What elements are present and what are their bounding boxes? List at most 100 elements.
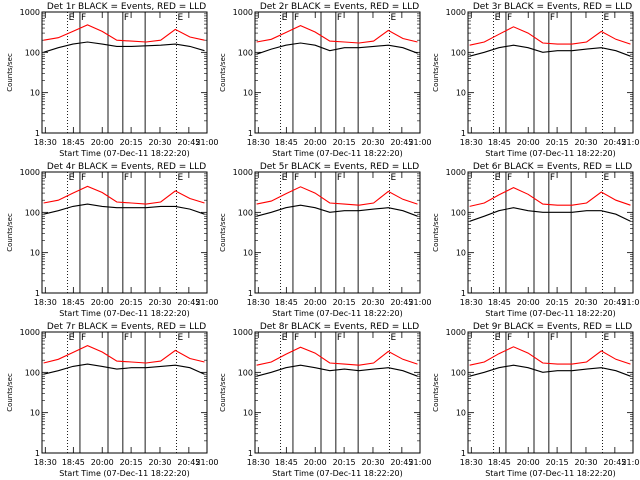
panel-8: Det 8r BLACK = Events, RED = LLD 1 10 100 10… <box>219 322 432 478</box>
y-tick-label: 1 <box>248 289 253 298</box>
x-tick-label: 18:30 <box>247 458 270 467</box>
series-lld <box>256 24 418 44</box>
x-tick-label: 20:15 <box>546 298 569 307</box>
marker-label: E <box>495 333 501 343</box>
x-tick-label: 21:00 <box>195 458 218 467</box>
plot-frame <box>41 331 208 454</box>
x-tick-label: 18:30 <box>460 458 483 467</box>
series-events <box>256 364 418 377</box>
marker-label: E <box>603 13 609 23</box>
x-tick-label: 20:15 <box>546 458 569 467</box>
marker-label: E <box>69 173 75 183</box>
x-tick-label: 20:15 <box>333 138 356 147</box>
x-tick-label: 20:45 <box>603 458 626 467</box>
x-tick-label: 21:00 <box>408 298 431 307</box>
x-tick-label: 18:30 <box>34 138 57 147</box>
x-axis-label: Start Time (07-Dec-11 18:22:20) <box>272 469 403 478</box>
panel-3: Det 3r BLACK = Events, RED = LLD 1 10 100 10… <box>432 2 640 158</box>
x-tick-label: 20:00 <box>304 138 327 147</box>
x-axis-label: Start Time (07-Dec-11 18:22:20) <box>272 309 403 318</box>
y-tick-label: 1 <box>35 289 40 298</box>
x-tick-label: 21:00 <box>408 138 431 147</box>
plot-frame <box>467 331 634 454</box>
marker-label: E <box>603 173 609 183</box>
series-lld <box>469 346 631 366</box>
series-events <box>469 364 631 377</box>
panel-title: Det 9r BLACK = Events, RED = LLD <box>473 322 632 332</box>
x-tick-label: 18:45 <box>62 298 85 307</box>
marker-label: E <box>495 13 501 23</box>
x-tick-label: 18:45 <box>62 458 85 467</box>
marker-label: E <box>495 173 501 183</box>
x-tick-label: 18:45 <box>488 298 511 307</box>
plot-frame <box>467 11 634 134</box>
y-tick-label: 100 <box>25 208 40 217</box>
y-tick-label: 10 <box>30 409 40 418</box>
y-tick-label: 10 <box>456 89 466 98</box>
marker-label: F <box>550 333 555 343</box>
y-tick-label: 10 <box>243 89 253 98</box>
series-events <box>469 207 631 222</box>
series-events <box>469 44 631 57</box>
y-tick-label: 10 <box>456 249 466 258</box>
y-tick-label: 1000 <box>446 168 466 177</box>
x-tick-label: 20:30 <box>574 138 597 147</box>
marker-label: F <box>337 13 342 23</box>
y-tick-label: 1 <box>461 289 466 298</box>
marker-label: F <box>124 173 129 183</box>
x-tick-label: 18:45 <box>488 138 511 147</box>
marker-label: F <box>81 173 86 183</box>
panel-2: Det 2r BLACK = Events, RED = LLD 1 10 100 10… <box>219 2 432 158</box>
y-tick-label: 100 <box>25 48 40 57</box>
series-events <box>256 204 418 217</box>
x-tick-label: 20:45 <box>390 138 413 147</box>
marker-label: E <box>390 173 396 183</box>
x-tick-label: 18:30 <box>247 138 270 147</box>
x-tick-label: 20:00 <box>304 458 327 467</box>
x-tick-label: 21:00 <box>621 458 640 467</box>
x-tick-label: 20:00 <box>304 298 327 307</box>
marker-label: F <box>507 333 512 343</box>
marker-label: E <box>69 13 75 23</box>
panel-title: Det 4r BLACK = Events, RED = LLD <box>47 162 206 172</box>
x-tick-label: 20:00 <box>91 138 114 147</box>
x-tick-label: 18:45 <box>275 458 298 467</box>
y-tick-label: 100 <box>238 48 253 57</box>
panel-7: Det 7r BLACK = Events, RED = LLD 1 10 100 10… <box>6 322 219 478</box>
x-axis-label: Start Time (07-Dec-11 18:22:20) <box>485 309 616 318</box>
panel-4: Det 4r BLACK = Events, RED = LLD 1 10 100 10… <box>6 162 219 318</box>
marker-label: F <box>294 333 299 343</box>
series-lld <box>256 346 418 366</box>
y-axis-label: Counts/sec <box>6 53 14 92</box>
x-tick-label: 20:45 <box>603 298 626 307</box>
x-tick-label: 21:00 <box>621 138 640 147</box>
y-tick-label: 1 <box>461 449 466 458</box>
y-axis-label: Counts/sec <box>432 213 440 252</box>
x-axis-label: Start Time (07-Dec-11 18:22:20) <box>485 469 616 478</box>
y-tick-label: 10 <box>243 409 253 418</box>
marker-label: E <box>69 333 75 343</box>
marker-label: E <box>603 333 609 343</box>
y-tick-label: 1000 <box>446 8 466 17</box>
x-tick-label: 18:45 <box>275 138 298 147</box>
y-tick-label: 10 <box>456 409 466 418</box>
marker-label: F <box>81 13 86 23</box>
y-tick-label: 1000 <box>233 168 253 177</box>
series-lld <box>469 26 631 46</box>
x-tick-label: 21:00 <box>195 138 218 147</box>
marker-label: F <box>294 173 299 183</box>
y-axis-label: Counts/sec <box>219 213 227 252</box>
series-lld <box>43 185 205 205</box>
y-tick-label: 10 <box>30 89 40 98</box>
y-tick-label: 1 <box>248 449 253 458</box>
panel-1: Det 1r BLACK = Events, RED = LLD 1 10 100 10… <box>6 2 219 158</box>
y-axis-label: Counts/sec <box>219 53 227 92</box>
series-lld <box>43 24 205 43</box>
y-tick-label: 100 <box>451 48 466 57</box>
marker-label: F <box>550 13 555 23</box>
y-tick-label: 100 <box>451 368 466 377</box>
panel-9: Det 9r BLACK = Events, RED = LLD 1 10 100 10… <box>432 322 640 478</box>
y-tick-label: 1000 <box>20 168 40 177</box>
panel-5: Det 5r BLACK = Events, RED = LLD 1 10 100 10… <box>219 162 432 318</box>
x-axis-label: Start Time (07-Dec-11 18:22:20) <box>59 469 190 478</box>
